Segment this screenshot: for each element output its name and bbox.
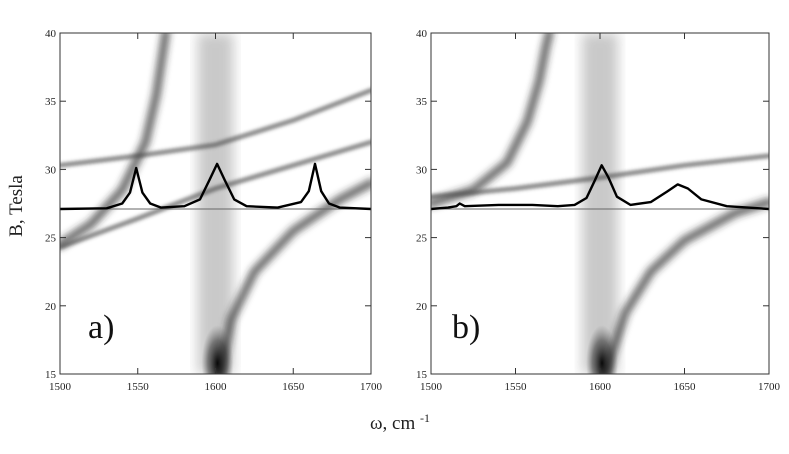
panel-b-ticks: 1500 1550 1600 1650 1700 15 20 25 30 35 40 [416,28,781,393]
panel-b-ytick-label: 35 [416,96,428,108]
panel-a-band-4 [215,178,371,374]
panel-b-xtick-label: 1700 [758,381,781,393]
panel-b-ytick-label: 20 [416,301,428,313]
panel-a-band-2 [60,87,371,168]
panel-a-ytick-label: 20 [45,301,57,313]
panel-b-xtick-label: 1650 [674,381,697,393]
panel-a-xtick-label: 1600 [205,381,228,393]
panel-a-ytick-label: 30 [45,164,57,176]
x-axis-label-main: ω, cm [370,413,415,434]
panel-b-ytick-label: 30 [416,164,428,176]
panel-a-ytick-label: 25 [45,233,57,245]
panel-b-band-3 [600,197,769,374]
panel-a-label: a) [88,309,114,346]
panel-a-ytick-label: 35 [45,96,57,108]
panel-a-xtick-label: 1650 [282,381,305,393]
panel-a-xtick-label: 1550 [127,381,150,393]
panel-b-ytick-label: 40 [416,28,428,40]
panel-b-ytick-label: 25 [416,233,428,245]
y-axis-label: B, Tesla [6,175,27,237]
panel-b-xtick-label: 1600 [589,381,612,393]
panel-a-xtick-label: 1500 [49,381,72,393]
panel-b-ytick-label: 15 [416,369,428,381]
panel-a-band-3 [60,139,371,250]
panel-b-band-hotspot [586,325,618,374]
panel-b-band-0 [431,33,554,208]
panel-a-spectrum-line [60,162,371,211]
panel-b-spectrum [431,164,769,211]
panel-b-xtick-label: 1500 [420,381,443,393]
panel-a-ticks: 1500 1550 1600 1650 1700 15 20 25 30 35 40 [45,28,383,393]
panel-a-band-0 [60,33,171,249]
panel-a-xtick-label: 1700 [360,381,383,393]
panel-b-bands [431,33,769,374]
panel-b-band-2 [431,153,769,200]
x-axis-label: ω, cm -1 [370,411,430,434]
panel-b [431,33,769,374]
panel-a-bands [60,33,371,374]
panel-a-spectrum [60,162,371,211]
panel-a-ytick-label: 40 [45,28,57,40]
panel-b-label: b) [452,309,480,346]
panel-b-spectrum-line [431,164,769,211]
panel-a-band-hotspot [201,325,234,374]
panel-a [60,33,371,374]
x-axis-label-unit-exponent: -1 [420,411,430,425]
panel-b-xtick-label: 1550 [505,381,528,393]
panel-a-ytick-label: 15 [45,369,57,381]
